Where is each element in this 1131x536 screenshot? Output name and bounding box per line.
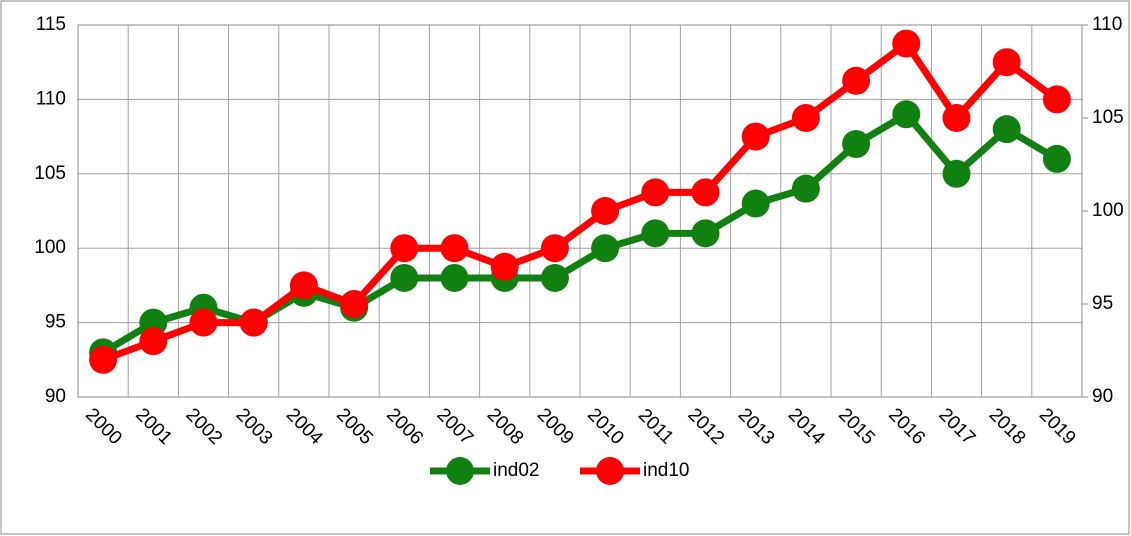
data-point — [641, 178, 670, 207]
data-point — [741, 122, 770, 151]
data-point — [440, 234, 469, 263]
y2-tick-label: 90 — [1092, 386, 1113, 407]
data-point — [540, 263, 569, 292]
data-point — [289, 271, 318, 300]
data-point — [942, 159, 971, 188]
data-point — [490, 252, 519, 281]
y-tick-label: 105 — [34, 163, 66, 184]
data-point — [540, 234, 569, 263]
data-point — [791, 174, 820, 203]
data-point — [440, 263, 469, 292]
y2-tick-label: 110 — [1092, 14, 1122, 35]
legend-label: ind02 — [493, 460, 540, 481]
data-point — [89, 345, 118, 374]
data-point — [791, 104, 820, 132]
data-point — [892, 29, 921, 58]
y-tick-label: 90 — [45, 386, 66, 407]
data-point — [691, 178, 720, 207]
y-tick-label: 115 — [36, 14, 66, 35]
data-point — [591, 234, 620, 263]
legend-label: ind10 — [643, 460, 690, 481]
legend-marker — [596, 457, 624, 485]
y2-tick-label: 100 — [1092, 200, 1124, 221]
y2-tick-label: 105 — [1092, 107, 1124, 128]
y2-tick-label: 95 — [1092, 293, 1113, 314]
data-point — [239, 308, 268, 337]
y-tick-label: 110 — [36, 88, 66, 109]
data-point — [691, 219, 720, 248]
data-point — [842, 66, 871, 95]
y-tick-label: 100 — [34, 237, 66, 258]
data-point — [189, 308, 218, 337]
data-point — [741, 189, 770, 218]
data-point — [390, 234, 419, 263]
data-point — [139, 327, 168, 356]
y-tick-label: 95 — [45, 312, 66, 333]
data-point — [892, 100, 921, 129]
data-point — [992, 115, 1021, 144]
data-point — [1042, 85, 1071, 114]
data-point — [1042, 144, 1071, 173]
data-point — [842, 130, 871, 159]
data-point — [390, 263, 419, 292]
data-point — [340, 290, 369, 318]
data-point — [992, 48, 1021, 77]
data-point — [591, 197, 620, 225]
legend-marker — [446, 457, 474, 485]
plot-area — [77, 24, 1083, 398]
data-point — [641, 219, 670, 248]
data-point — [942, 104, 971, 132]
